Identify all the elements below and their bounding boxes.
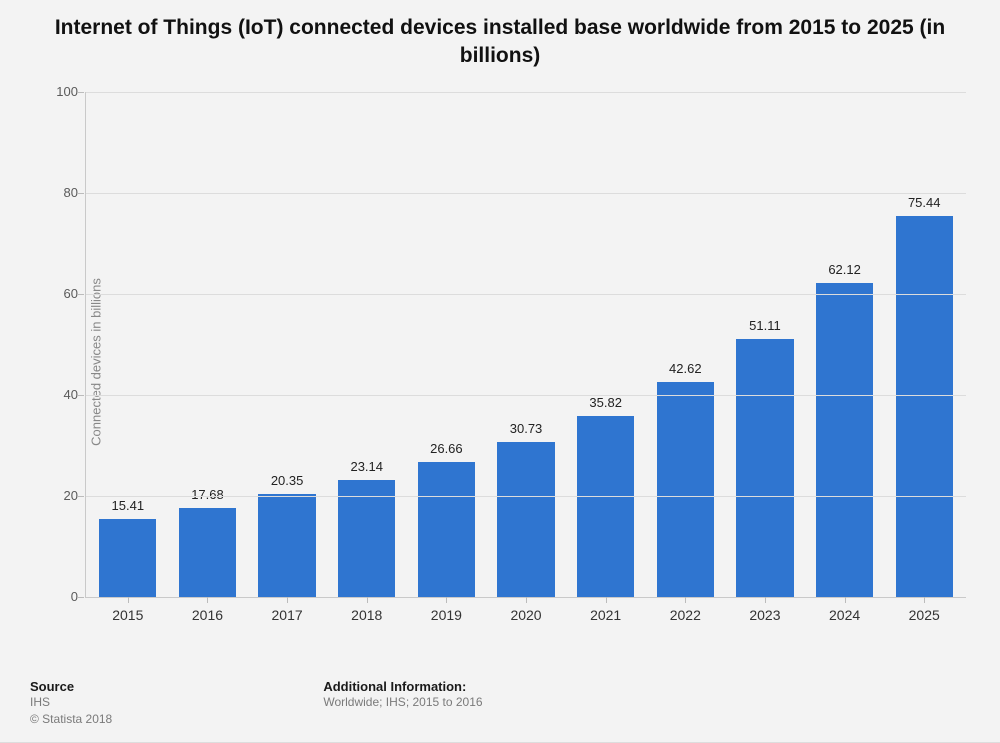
copyright: © Statista 2018 — [30, 711, 320, 728]
info-text: Worldwide; IHS; 2015 to 2016 — [323, 694, 482, 711]
bar — [179, 508, 236, 597]
bar-slot: 20.352017 — [247, 92, 327, 597]
bar — [816, 283, 873, 597]
bar-value-label: 20.35 — [247, 473, 327, 488]
y-tick-label: 60 — [38, 286, 78, 301]
info-title: Additional Information: — [323, 679, 482, 694]
bar — [99, 519, 156, 597]
x-tick-label: 2017 — [247, 607, 327, 623]
bar — [258, 494, 315, 597]
y-tick-label: 0 — [38, 589, 78, 604]
source-name: IHS — [30, 694, 320, 711]
chart-footer: Source IHS © Statista 2018 Additional In… — [0, 673, 1000, 743]
x-tick — [765, 597, 766, 603]
footer-source: Source IHS © Statista 2018 — [30, 679, 320, 728]
x-tick-label: 2019 — [407, 607, 487, 623]
bar — [736, 339, 793, 597]
x-tick-label: 2022 — [645, 607, 725, 623]
bars-container: 15.41201517.68201620.35201723.14201826.6… — [86, 92, 966, 597]
bar-value-label: 75.44 — [884, 195, 964, 210]
bar-value-label: 26.66 — [407, 441, 487, 456]
y-tick-label: 100 — [38, 84, 78, 99]
x-tick — [367, 597, 368, 603]
footer-info: Additional Information: Worldwide; IHS; … — [323, 679, 482, 711]
gridline — [86, 92, 966, 93]
bar-value-label: 30.73 — [486, 421, 566, 436]
x-tick — [287, 597, 288, 603]
x-tick — [128, 597, 129, 603]
bar-slot: 51.112023 — [725, 92, 805, 597]
x-tick — [526, 597, 527, 603]
x-tick — [446, 597, 447, 603]
bar-slot: 30.732020 — [486, 92, 566, 597]
bar — [657, 382, 714, 597]
gridline — [86, 193, 966, 194]
bar-value-label: 35.82 — [566, 395, 646, 410]
bar — [896, 216, 953, 597]
y-tick — [78, 496, 84, 497]
gridline — [86, 395, 966, 396]
chart-title: Internet of Things (IoT) connected devic… — [0, 0, 1000, 71]
y-tick — [78, 395, 84, 396]
bar-slot: 17.682016 — [168, 92, 248, 597]
x-tick-label: 2015 — [88, 607, 168, 623]
bar-slot: 26.662019 — [407, 92, 487, 597]
plot-area: 15.41201517.68201620.35201723.14201826.6… — [85, 92, 966, 598]
y-tick-label: 80 — [38, 185, 78, 200]
bar — [418, 462, 475, 597]
bar — [577, 416, 634, 597]
x-tick — [924, 597, 925, 603]
y-tick — [78, 193, 84, 194]
gridline — [86, 294, 966, 295]
bar-value-label: 51.11 — [725, 318, 805, 333]
y-tick — [78, 294, 84, 295]
y-tick — [78, 597, 84, 598]
x-tick-label: 2020 — [486, 607, 566, 623]
bar-value-label: 17.68 — [168, 487, 248, 502]
y-tick — [78, 92, 84, 93]
bar-slot: 42.622022 — [645, 92, 725, 597]
x-tick-label: 2023 — [725, 607, 805, 623]
bar-slot: 75.442025 — [884, 92, 964, 597]
x-tick — [606, 597, 607, 603]
bar-slot: 15.412015 — [88, 92, 168, 597]
y-tick-label: 20 — [38, 488, 78, 503]
chart-container: Connected devices in billions 15.4120151… — [0, 82, 1000, 642]
x-tick-label: 2021 — [566, 607, 646, 623]
bar-value-label: 62.12 — [805, 262, 885, 277]
x-tick-label: 2025 — [884, 607, 964, 623]
x-tick-label: 2016 — [168, 607, 248, 623]
y-tick-label: 40 — [38, 387, 78, 402]
bar-slot: 35.822021 — [566, 92, 646, 597]
bar-value-label: 23.14 — [327, 459, 407, 474]
bar — [497, 442, 554, 597]
bar-slot: 62.122024 — [805, 92, 885, 597]
x-tick-label: 2024 — [805, 607, 885, 623]
x-tick — [685, 597, 686, 603]
x-tick-label: 2018 — [327, 607, 407, 623]
bar-value-label: 42.62 — [645, 361, 725, 376]
source-title: Source — [30, 679, 320, 694]
bar — [338, 480, 395, 597]
x-tick — [845, 597, 846, 603]
gridline — [86, 496, 966, 497]
bar-slot: 23.142018 — [327, 92, 407, 597]
x-tick — [207, 597, 208, 603]
bar-value-label: 15.41 — [88, 498, 168, 513]
